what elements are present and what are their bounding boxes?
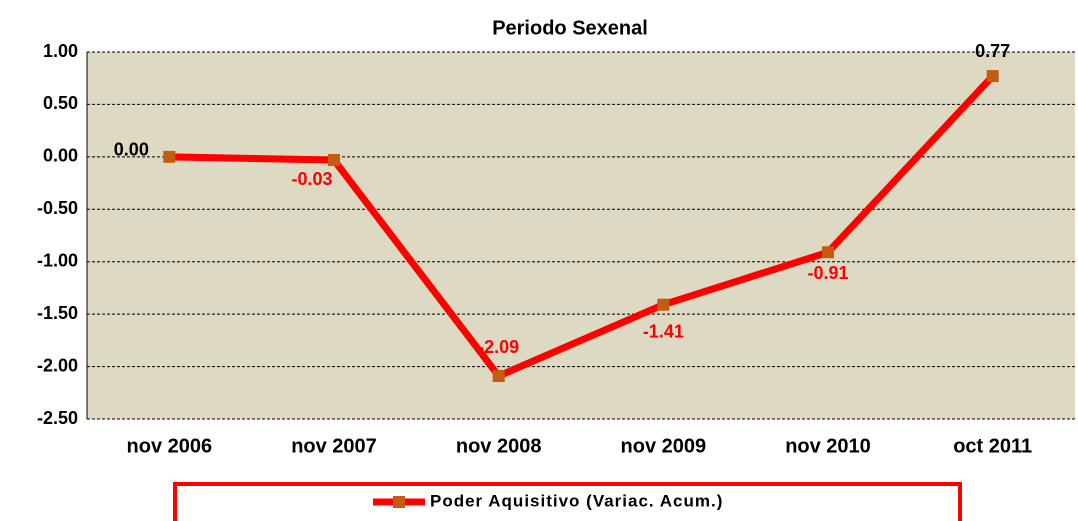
- data-label: 0.77: [975, 41, 1010, 61]
- marker: [986, 70, 999, 83]
- y-tick-label: -2.00: [37, 355, 78, 375]
- legend-marker: [393, 496, 405, 508]
- data-label: -2.09: [478, 337, 519, 357]
- y-tick-label: -1.50: [37, 303, 78, 323]
- marker: [657, 298, 670, 311]
- legend-box: [173, 482, 962, 521]
- legend-label: Poder Aquisitivo (Variac. Acum.): [430, 491, 723, 510]
- x-tick-label: nov 2007: [291, 435, 377, 457]
- x-tick-label: oct 2011: [953, 435, 1032, 457]
- marker: [163, 150, 176, 163]
- y-tick-label: 0.00: [43, 146, 78, 166]
- marker: [822, 246, 834, 259]
- y-tick-label: -1.00: [37, 250, 78, 270]
- chart-title: Periodo Sexenal: [492, 17, 648, 39]
- y-tick-label: 1.00: [43, 41, 78, 61]
- x-tick-label: nov 2006: [127, 435, 213, 457]
- marker: [328, 154, 340, 167]
- data-label: -0.91: [807, 263, 848, 283]
- x-tick-label: nov 2009: [621, 435, 707, 457]
- y-tick-label: 0.50: [43, 93, 78, 113]
- plot-area: [87, 52, 1075, 419]
- data-label: -0.03: [291, 169, 332, 189]
- y-tick-label: -2.50: [37, 408, 78, 428]
- data-label: 0.00: [114, 140, 149, 160]
- x-tick-label: nov 2010: [785, 435, 871, 457]
- line: [169, 73, 996, 380]
- x-tick-label: nov 2008: [456, 435, 542, 457]
- data-label: -1.41: [643, 321, 684, 341]
- marker: [492, 370, 505, 383]
- y-tick-label: -0.50: [37, 198, 78, 218]
